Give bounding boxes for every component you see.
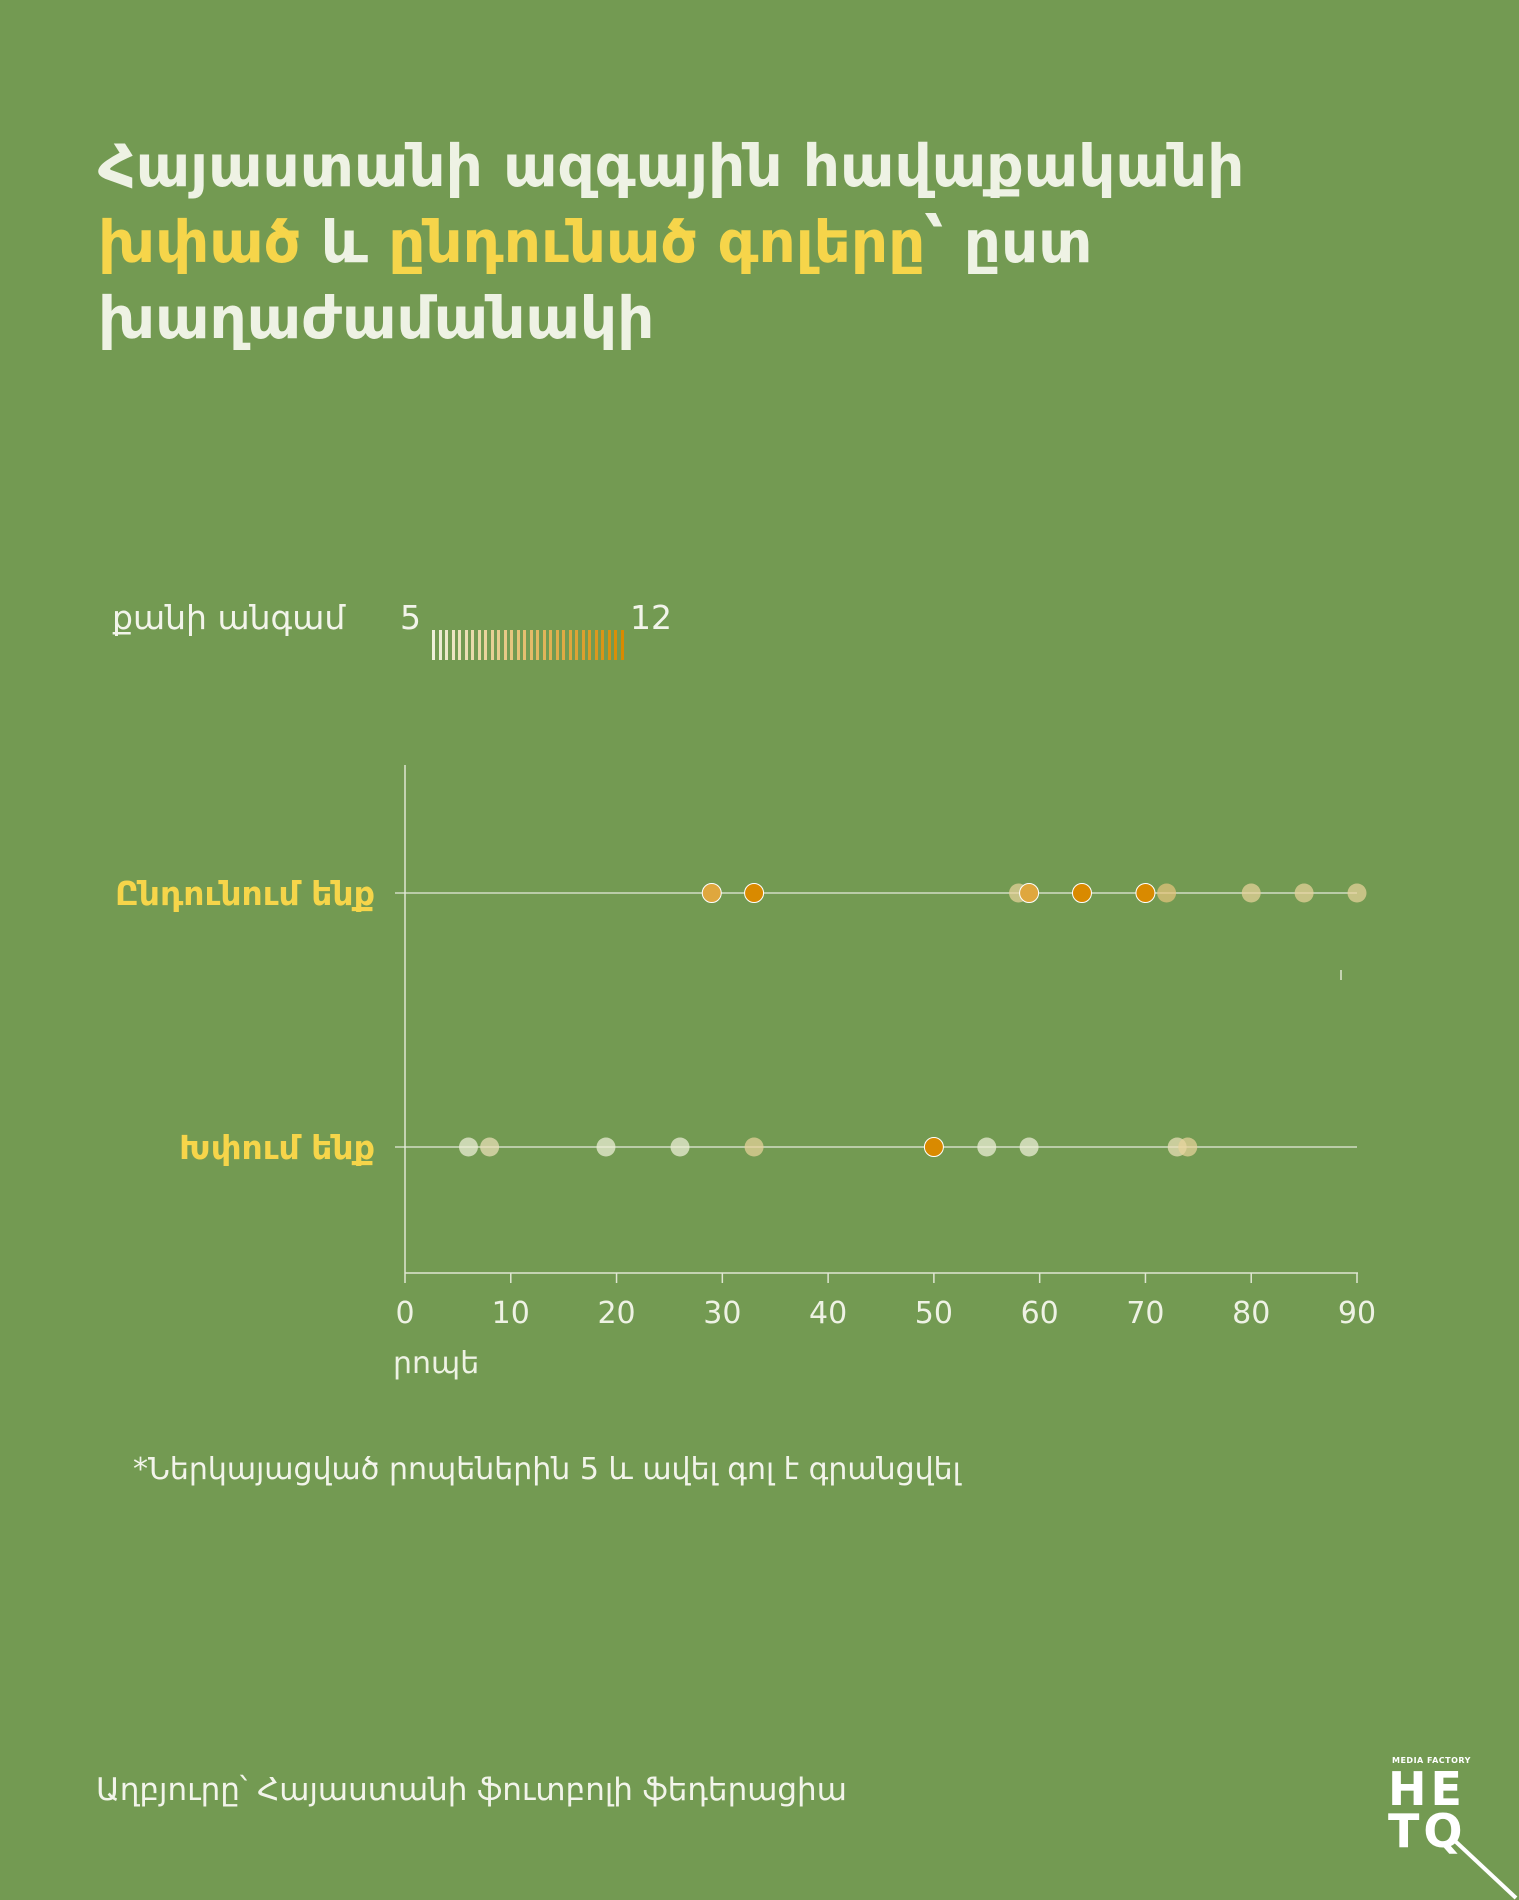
data-point bbox=[1019, 1137, 1039, 1157]
row-label: Ընդունում ենք bbox=[115, 874, 375, 913]
legend-scale-tick bbox=[594, 630, 598, 660]
row-label: Խփում ենք bbox=[179, 1128, 375, 1167]
footnote: *Ներկայացված րոպեներին 5 և ավել գոլ է գր… bbox=[133, 1452, 961, 1487]
data-point bbox=[744, 883, 765, 903]
media-factory-logo: MEDIA FACTORY HE TQ bbox=[1388, 1756, 1518, 1900]
legend-scale-tick bbox=[523, 630, 526, 660]
title-highlight-conceded: ընդունած գոլերը bbox=[388, 208, 926, 276]
x-tick-label: 10 bbox=[492, 1296, 530, 1331]
chart-title: Հայաստանի ազգային հավաքականի խփած և ընդո… bbox=[98, 128, 1458, 356]
title-line3: խաղաժամանակի bbox=[98, 284, 655, 352]
data-point bbox=[1178, 1137, 1198, 1157]
legend-label: քանի անգամ bbox=[112, 598, 346, 637]
data-point bbox=[1071, 883, 1092, 903]
legend-scale-tick bbox=[458, 630, 461, 660]
source-text: Աղբյուրը՝ Հայաստանի ֆուտբոլի ֆեդերացիա bbox=[96, 1772, 847, 1808]
data-point bbox=[1019, 883, 1040, 903]
legend-scale-tick bbox=[516, 630, 520, 660]
legend-scale-tick bbox=[575, 630, 578, 660]
dot-plot-chart: 0 10 20 30 40 50 60 70 80 90 րոպե Ընդունում ենք Խփու… bbox=[115, 765, 1376, 1381]
legend-scale-tick bbox=[490, 630, 494, 660]
legend-scale-tick bbox=[484, 630, 487, 660]
data-point bbox=[1347, 883, 1367, 903]
x-tick-label: 80 bbox=[1232, 1296, 1270, 1331]
data-point bbox=[596, 1137, 616, 1157]
legend-scale-tick bbox=[607, 630, 611, 660]
title-rest: ՝ ըստ bbox=[925, 208, 1093, 276]
x-axis-label: րոպե bbox=[393, 1346, 479, 1381]
legend-scale-tick bbox=[445, 630, 448, 660]
legend-max-value: 12 bbox=[630, 598, 672, 637]
legend-scale-tick bbox=[471, 630, 474, 660]
legend-scale-tick bbox=[477, 630, 481, 660]
legend-scale-tick bbox=[432, 630, 435, 660]
legend-scale-tick bbox=[510, 630, 513, 660]
legend-scale-tick bbox=[555, 630, 559, 660]
data-point bbox=[480, 1137, 500, 1157]
x-tick-label: 50 bbox=[915, 1296, 953, 1331]
legend-scale-tick bbox=[503, 630, 507, 660]
x-tick-label: 70 bbox=[1126, 1296, 1164, 1331]
legend-scale-tick bbox=[614, 630, 617, 660]
legend-color-scale bbox=[432, 630, 632, 660]
data-point bbox=[977, 1137, 997, 1157]
x-tick-label: 90 bbox=[1338, 1296, 1376, 1331]
legend-scale-tick bbox=[529, 630, 533, 660]
x-tick-label: 30 bbox=[703, 1296, 741, 1331]
magnifier-icon bbox=[1452, 1838, 1518, 1900]
legend-scale-tick bbox=[464, 630, 468, 660]
legend-scale-tick bbox=[562, 630, 565, 660]
data-point bbox=[744, 1137, 764, 1157]
data-point bbox=[923, 1137, 944, 1157]
x-tick-label: 20 bbox=[597, 1296, 635, 1331]
title-highlight-scored: խփած bbox=[98, 208, 301, 276]
data-point bbox=[1135, 883, 1156, 903]
data-point bbox=[701, 883, 722, 903]
data-point bbox=[670, 1137, 690, 1157]
legend-scale-tick bbox=[536, 630, 539, 660]
title-line1: Հայաստանի ազգային հավաքականի bbox=[98, 132, 1245, 200]
legend-scale-tick bbox=[451, 630, 455, 660]
legend-scale-tick bbox=[581, 630, 585, 660]
legend-min-value: 5 bbox=[400, 598, 421, 637]
logo-line1: HE bbox=[1388, 1762, 1466, 1816]
data-point bbox=[1294, 883, 1314, 903]
logo-line2: TQ bbox=[1388, 1804, 1467, 1858]
legend-scale-tick bbox=[620, 630, 624, 660]
x-tick-label: 0 bbox=[395, 1296, 414, 1331]
logo-top-text: MEDIA FACTORY bbox=[1392, 1756, 1471, 1765]
x-tick-label: 40 bbox=[809, 1296, 847, 1331]
data-point bbox=[1241, 883, 1261, 903]
legend-scale-tick bbox=[438, 630, 442, 660]
data-point bbox=[1157, 883, 1177, 903]
legend-scale-tick bbox=[601, 630, 604, 660]
legend-scale-tick bbox=[568, 630, 572, 660]
legend-scale-tick bbox=[497, 630, 500, 660]
legend-scale-tick bbox=[588, 630, 591, 660]
legend-scale-tick bbox=[549, 630, 552, 660]
x-tick-label: 60 bbox=[1021, 1296, 1059, 1331]
data-point bbox=[458, 1137, 478, 1157]
legend-scale-tick bbox=[542, 630, 546, 660]
title-conjunction: և bbox=[300, 208, 389, 276]
